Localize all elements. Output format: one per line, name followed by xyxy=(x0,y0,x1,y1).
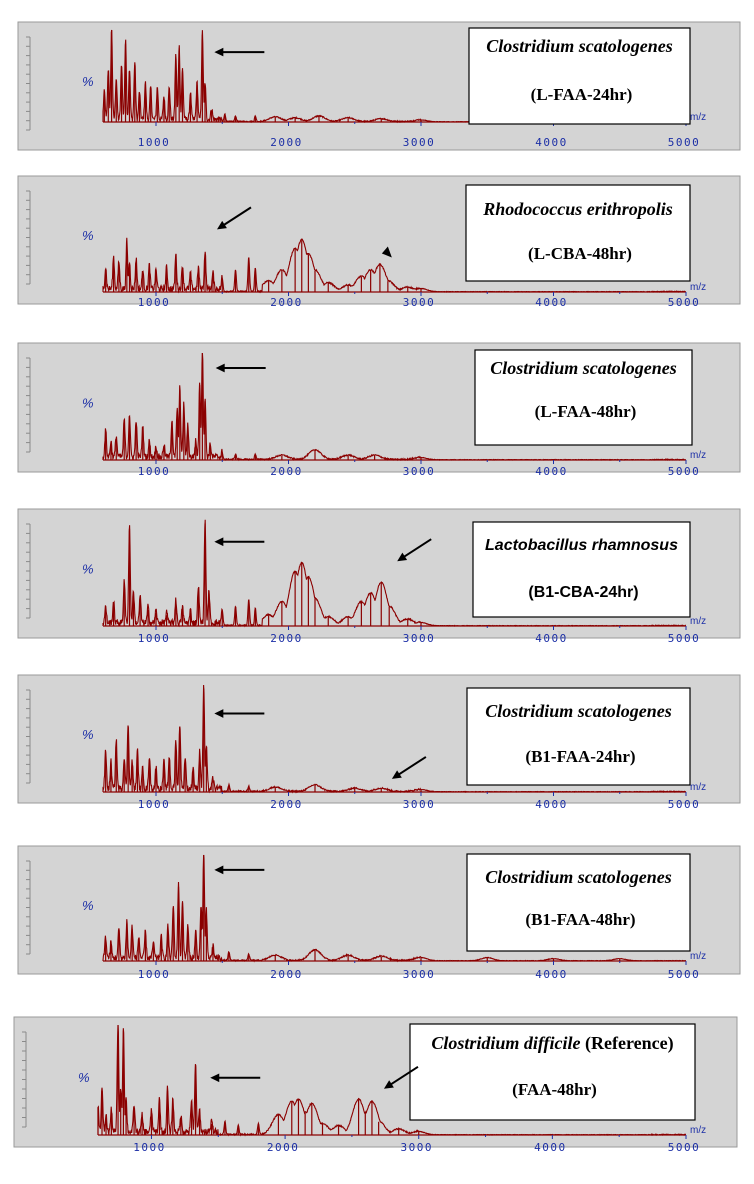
peak-arrow xyxy=(215,363,266,373)
x-tick-label: 2000 xyxy=(270,465,303,478)
x-tick-label: 2000 xyxy=(270,968,303,981)
y-axis-scale xyxy=(22,1031,27,1128)
x-axis-label: m/z xyxy=(690,951,706,962)
x-axis-label: m/z xyxy=(690,282,706,293)
peak-arrow xyxy=(214,865,265,875)
species-title: Rhodococcus erithropolis xyxy=(482,199,673,219)
culture-condition: (B1-CBA-24hr) xyxy=(528,584,638,601)
x-tick-label: 3000 xyxy=(403,798,436,811)
x-tick-label: 3000 xyxy=(403,136,436,149)
species-title: Clostridium scatologenes xyxy=(486,36,673,56)
x-tick-label: 2000 xyxy=(267,1141,300,1154)
x-tick-label: 1000 xyxy=(138,136,171,149)
x-tick-label: 2000 xyxy=(270,136,303,149)
spectrum-panel: % 1000 2000 3000 4000 5000 m/z Clostridium scat… xyxy=(17,342,741,478)
spectrum-panel: % 1000 2000 3000 4000 5000 m/z Lactobacillus rh… xyxy=(17,508,741,645)
peak-arrow xyxy=(214,47,265,57)
y-axis-label: % xyxy=(78,1070,90,1085)
x-tick-label: 1000 xyxy=(138,465,171,478)
species-label-box xyxy=(409,1023,696,1121)
species-title: Clostridium difficile (Reference) xyxy=(431,1033,673,1054)
species-label-box xyxy=(472,521,691,618)
culture-condition: (L-FAA-48hr) xyxy=(535,402,637,421)
x-tick-label: 5000 xyxy=(668,968,701,981)
y-axis-label: % xyxy=(82,228,94,243)
x-tick-label: 4000 xyxy=(535,465,568,478)
x-tick-label: 5000 xyxy=(668,136,701,149)
spectrum-panel: % 1000 2000 3000 4000 5000 m/z Clostridium scat… xyxy=(17,21,741,151)
x-tick-label: 4000 xyxy=(534,1141,567,1154)
y-axis-scale xyxy=(26,36,31,131)
y-axis-scale xyxy=(26,190,31,285)
culture-condition: (B1-FAA-24hr) xyxy=(525,747,635,766)
x-tick-label: 3000 xyxy=(403,632,436,645)
x-axis-label: m/z xyxy=(690,450,706,461)
x-tick-label: 1000 xyxy=(138,968,171,981)
x-tick-label: 4000 xyxy=(535,798,568,811)
x-tick-label: 4000 xyxy=(535,296,568,309)
culture-condition: (B1-FAA-48hr) xyxy=(525,910,635,929)
peak-arrowhead-marker xyxy=(381,246,392,258)
y-axis-label: % xyxy=(82,898,94,913)
species-label-box xyxy=(466,853,691,952)
y-axis-label: % xyxy=(82,396,94,411)
x-tick-label: 4000 xyxy=(535,136,568,149)
peak-arrow xyxy=(214,709,265,718)
species-label-box xyxy=(466,687,691,786)
x-tick-label: 1000 xyxy=(138,296,171,309)
culture-condition: (FAA-48hr) xyxy=(512,1080,597,1099)
y-axis-label: % xyxy=(82,727,94,742)
y-axis-label: % xyxy=(82,562,94,577)
x-tick-label: 1000 xyxy=(133,1141,166,1154)
x-tick-label: 2000 xyxy=(270,798,303,811)
peak-arrow xyxy=(210,1073,261,1083)
y-axis-scale xyxy=(26,523,31,619)
x-axis-label: m/z xyxy=(690,782,706,793)
peak-arrow xyxy=(397,538,432,562)
species-label-box xyxy=(468,27,691,125)
y-axis-label: % xyxy=(82,74,94,89)
culture-condition: (L-CBA-48hr) xyxy=(528,244,632,263)
spectrum-panel: % 1000 2000 3000 4000 5000 m/z Clostridium scat… xyxy=(17,845,741,981)
x-tick-label: 2000 xyxy=(270,632,303,645)
x-tick-label: 5000 xyxy=(668,1141,701,1154)
x-tick-label: 2000 xyxy=(270,296,303,309)
x-tick-label: 4000 xyxy=(535,632,568,645)
peak-arrow xyxy=(383,1065,419,1089)
species-label-box xyxy=(465,184,691,282)
x-tick-label: 3000 xyxy=(403,968,436,981)
x-axis-label: m/z xyxy=(690,616,706,627)
peak-arrow xyxy=(217,206,252,230)
x-tick-label: 1000 xyxy=(138,632,171,645)
peak-arrow xyxy=(391,756,427,779)
y-axis-scale xyxy=(26,689,31,784)
spectrum-panel: % 1000 2000 3000 4000 5000 m/z Clostridium diff… xyxy=(13,1016,738,1154)
species-title: Clostridium scatologenes xyxy=(490,358,677,378)
culture-condition: (L-FAA-24hr) xyxy=(531,85,633,104)
x-axis-label: m/z xyxy=(690,1125,706,1136)
y-axis-scale xyxy=(26,357,31,453)
x-tick-label: 5000 xyxy=(668,465,701,478)
x-tick-label: 3000 xyxy=(403,465,436,478)
x-tick-label: 5000 xyxy=(668,296,701,309)
y-axis-scale xyxy=(26,860,31,955)
spectrum-panel: % 1000 2000 3000 4000 5000 m/z Clostridium scat… xyxy=(17,674,741,811)
species-title: Clostridium scatologenes xyxy=(485,867,672,887)
x-tick-label: 3000 xyxy=(403,296,436,309)
x-tick-label: 5000 xyxy=(668,632,701,645)
species-title: Clostridium scatologenes xyxy=(485,701,672,721)
x-tick-label: 3000 xyxy=(400,1141,433,1154)
spectrum-panel: % 1000 2000 3000 4000 5000 m/z Rhodococcus erit… xyxy=(17,175,741,309)
species-label-box xyxy=(474,349,693,446)
peak-arrow xyxy=(214,537,265,547)
x-tick-label: 1000 xyxy=(138,798,171,811)
x-tick-label: 5000 xyxy=(668,798,701,811)
species-title: Lactobacillus rhamnosus xyxy=(485,537,678,554)
x-axis-label: m/z xyxy=(690,112,706,123)
x-tick-label: 4000 xyxy=(535,968,568,981)
